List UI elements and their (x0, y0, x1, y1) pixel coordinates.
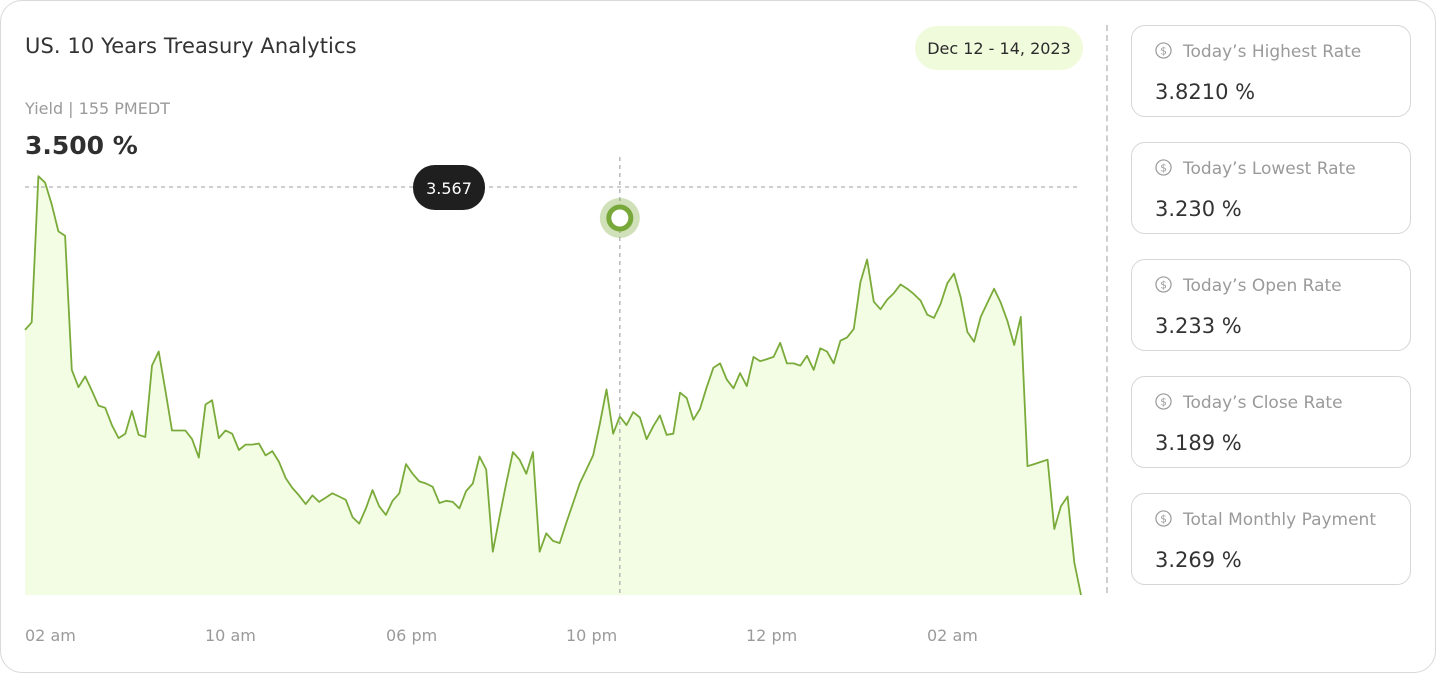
svg-text:$: $ (1160, 162, 1167, 174)
dollar-circle-icon: $ (1155, 159, 1172, 176)
stat-value: 3.230 % (1155, 197, 1242, 221)
x-tick-label: 12 pm (746, 626, 797, 645)
area-fill (25, 176, 1081, 595)
series-line (24, 175, 1082, 596)
stat-label: Today’s Highest Rate (1183, 42, 1362, 62)
yield-label: Yield | 155 PMEDT (25, 99, 170, 118)
stat-value: 3.233 % (1155, 314, 1242, 338)
svg-text:$: $ (1160, 513, 1167, 525)
stat-card-monthly-payment: $ Total Monthly Payment 3.269 % (1131, 493, 1411, 585)
stat-card-lowest-rate: $ Today’s Lowest Rate 3.230 % (1131, 142, 1411, 234)
stat-label: Today’s Lowest Rate (1183, 159, 1356, 179)
stat-card-highest-rate: $ Today’s Highest Rate 3.8210 % (1131, 25, 1411, 117)
x-tick-label: 02 am (25, 626, 76, 645)
svg-text:$: $ (1160, 279, 1167, 291)
yield-chart[interactable]: 3.567 02 am 10 am 06 pm 10 pm 12 pm 02 am (1, 1, 1101, 674)
date-range-pill[interactable]: Dec 12 - 14, 2023 (915, 26, 1083, 70)
svg-text:$: $ (1160, 396, 1167, 408)
x-tick-label: 06 pm (386, 626, 437, 645)
tooltip-bubble (413, 165, 485, 210)
dollar-circle-icon: $ (1155, 393, 1172, 410)
svg-text:$: $ (1160, 45, 1167, 57)
stat-card-open-rate: $ Today’s Open Rate 3.233 % (1131, 259, 1411, 351)
stat-label: Today’s Close Rate (1183, 393, 1343, 413)
card-title: US. 10 Years Treasury Analytics (25, 34, 357, 58)
panel-divider (1106, 25, 1108, 593)
x-tick-label: 10 pm (566, 626, 617, 645)
stat-card-close-rate: $ Today’s Close Rate 3.189 % (1131, 376, 1411, 468)
x-tick-label: 02 am (927, 626, 978, 645)
dollar-circle-icon: $ (1155, 42, 1172, 59)
stat-label: Total Monthly Payment (1183, 510, 1377, 530)
stat-value: 3.189 % (1155, 431, 1242, 455)
stat-value: 3.8210 % (1155, 80, 1256, 104)
dollar-circle-icon: $ (1155, 510, 1172, 527)
yield-value: 3.500 % (25, 131, 138, 160)
stat-value: 3.269 % (1155, 548, 1242, 572)
tooltip-value: 3.567 (426, 179, 472, 198)
stat-label: Today’s Open Rate (1183, 276, 1342, 296)
marker-point (606, 204, 634, 232)
dollar-circle-icon: $ (1155, 276, 1172, 293)
x-tick-label: 10 am (205, 626, 256, 645)
